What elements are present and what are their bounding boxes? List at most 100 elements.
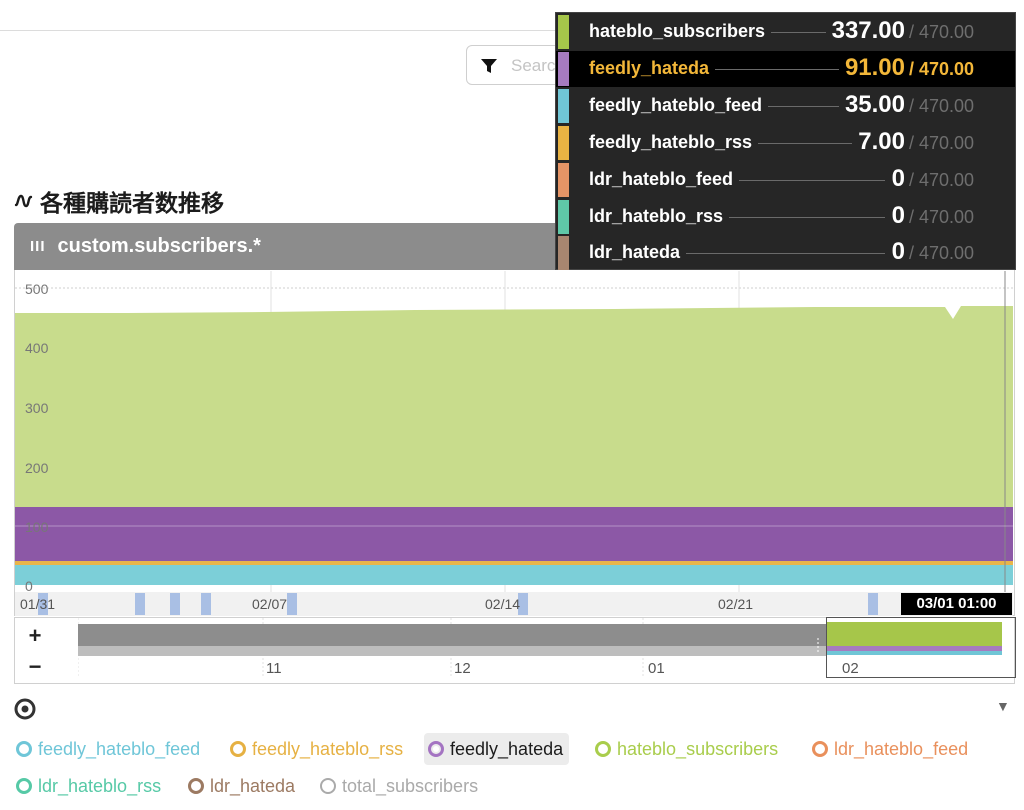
x-tick: 02/14	[485, 596, 521, 612]
series-total: / 470.00	[909, 96, 975, 116]
tooltip-row: feedly_hateblo_rss 7.00 / 470.00	[556, 125, 1015, 161]
event-marker[interactable]	[38, 593, 48, 615]
legend-label: hateblo_subscribers	[617, 738, 779, 759]
tooltip-row: hateblo_subscribers 337.00 / 470.00	[556, 14, 1015, 50]
x-tick: 01/31	[20, 596, 56, 612]
zoom-out-button[interactable]: −	[28, 654, 42, 679]
event-markers	[38, 593, 878, 615]
series-total: / 470.00	[909, 133, 975, 153]
legend-label: ldr_hateblo_feed	[834, 738, 969, 759]
event-marker[interactable]	[868, 593, 878, 615]
legend-label: feedly_hateblo_feed	[38, 738, 201, 759]
legend-label: total_subscribers	[342, 775, 479, 796]
event-marker[interactable]	[170, 593, 180, 615]
series-swatch	[558, 163, 569, 197]
zoom-in-button[interactable]: +	[28, 623, 42, 648]
series-name: hateblo_subscribers	[589, 21, 772, 42]
legend-dot-icon	[16, 741, 32, 757]
leader-line	[589, 253, 885, 254]
legend-item-feedly-hateblo-feed[interactable]: feedly_hateblo_feed	[12, 733, 206, 765]
search-box[interactable]	[466, 45, 566, 85]
area-feedly-hateda	[15, 507, 1013, 561]
search-input[interactable]	[511, 55, 565, 77]
x-axis-bar	[15, 592, 1013, 616]
legend-dot-icon	[320, 778, 336, 794]
series-name: feedly_hateblo_feed	[589, 95, 769, 116]
series-swatch	[558, 52, 569, 86]
panel-title: custom.subscribers.*	[57, 235, 261, 257]
y-tick: 500	[25, 281, 49, 297]
range-selection-window[interactable]	[826, 617, 1016, 678]
series-value: 7.00	[852, 128, 905, 156]
y-tick: 0	[25, 578, 33, 594]
leader-line	[589, 217, 885, 218]
area-feedly-hateblo-feed	[15, 565, 1013, 585]
stacked-area-chart[interactable]	[15, 271, 1013, 592]
tooltip-row: ldr_hateblo_rss 0 / 470.00	[556, 199, 1015, 235]
legend-item-ldr-hateblo-feed[interactable]: ldr_hateblo_feed	[808, 733, 974, 765]
range-overview[interactable]: + −	[14, 617, 1015, 684]
series-swatch	[558, 200, 569, 234]
series-swatch	[558, 236, 569, 270]
legend-dot-icon	[230, 741, 246, 757]
toggle-all-series-icon[interactable]	[14, 698, 36, 720]
legend-item-feedly-hateblo-rss[interactable]: feedly_hateblo_rss	[226, 733, 409, 765]
event-marker[interactable]	[518, 593, 528, 615]
y-tick: 200	[25, 460, 49, 476]
legend-label: ldr_hateda	[210, 775, 296, 796]
hover-tooltip: hateblo_subscribers 337.00 / 470.00 feed…	[555, 12, 1016, 270]
series-value: 0	[885, 165, 905, 193]
series-wave-icon	[14, 194, 33, 208]
event-marker[interactable]	[201, 593, 211, 615]
overview-tick: 11	[266, 660, 282, 677]
tooltip-row: feedly_hateblo_feed 35.00 / 470.00	[556, 88, 1015, 124]
legend-label: feedly_hateda	[450, 738, 564, 759]
series-name: ldr_hateda	[589, 242, 687, 263]
series-total: / 470.00	[909, 170, 975, 190]
overview-tick: 02	[842, 660, 859, 677]
x-tick: 02/07	[252, 596, 288, 612]
series-total: / 470.00	[909, 59, 975, 79]
y-tick: 400	[25, 340, 49, 356]
area-feedly-hateblo-rss	[15, 561, 1013, 565]
section-title: 各種購読者数推移	[14, 184, 224, 218]
series-total: / 470.00	[909, 243, 975, 263]
legend-dot-icon	[16, 778, 32, 794]
x-tick: 02/21	[718, 596, 754, 612]
legend-label: ldr_hateblo_rss	[38, 775, 162, 796]
series-total: / 470.00	[909, 207, 975, 227]
tooltip-row: ldr_hateda 0 / 470.00	[556, 235, 1015, 271]
legend-item-ldr-hateda[interactable]: ldr_hateda	[184, 770, 301, 802]
series-name: feedly_hateda	[589, 58, 716, 79]
overview-mini-chart	[78, 618, 1002, 678]
series-value: 0	[885, 238, 905, 266]
event-marker[interactable]	[135, 593, 145, 615]
top-divider	[0, 30, 560, 31]
legend-dot-icon	[188, 778, 204, 794]
event-marker[interactable]	[287, 593, 297, 615]
legend-item-total-subscribers[interactable]: total_subscribers	[316, 770, 484, 802]
tooltip-row: ldr_hateblo_feed 0 / 470.00	[556, 162, 1015, 198]
series-value: 337.00	[825, 17, 905, 45]
overview-tick: 01	[648, 660, 665, 677]
filter-icon	[481, 59, 497, 73]
series-name: ldr_hateblo_feed	[589, 169, 740, 190]
tooltip-row-highlighted: feedly_hateda 91.00 / 470.00	[556, 51, 1015, 87]
series-swatch	[558, 126, 569, 160]
series-value: 91.00	[838, 54, 905, 82]
legend-dot-icon	[595, 741, 611, 757]
y-tick: 300	[25, 400, 49, 416]
legend-item-hateblo-subscribers[interactable]: hateblo_subscribers	[591, 733, 784, 765]
series-value: 35.00	[838, 91, 905, 119]
section-title-text: 各種購読者数推移	[40, 191, 224, 217]
cursor-time-label: 03/01 01:00	[901, 593, 1012, 615]
legend-item-feedly-hateda[interactable]: feedly_hateda	[424, 733, 570, 765]
legend-dot-icon	[812, 741, 828, 757]
series-value: 0	[885, 202, 905, 230]
series-name: ldr_hateblo_rss	[589, 206, 730, 227]
drag-handle-icon[interactable]: III	[30, 238, 46, 255]
legend-item-ldr-hateblo-rss[interactable]: ldr_hateblo_rss	[12, 770, 167, 802]
series-swatch	[558, 15, 569, 49]
legend-dropdown-arrow-icon[interactable]: ▼	[996, 698, 1010, 714]
legend-label: feedly_hateblo_rss	[252, 738, 404, 759]
